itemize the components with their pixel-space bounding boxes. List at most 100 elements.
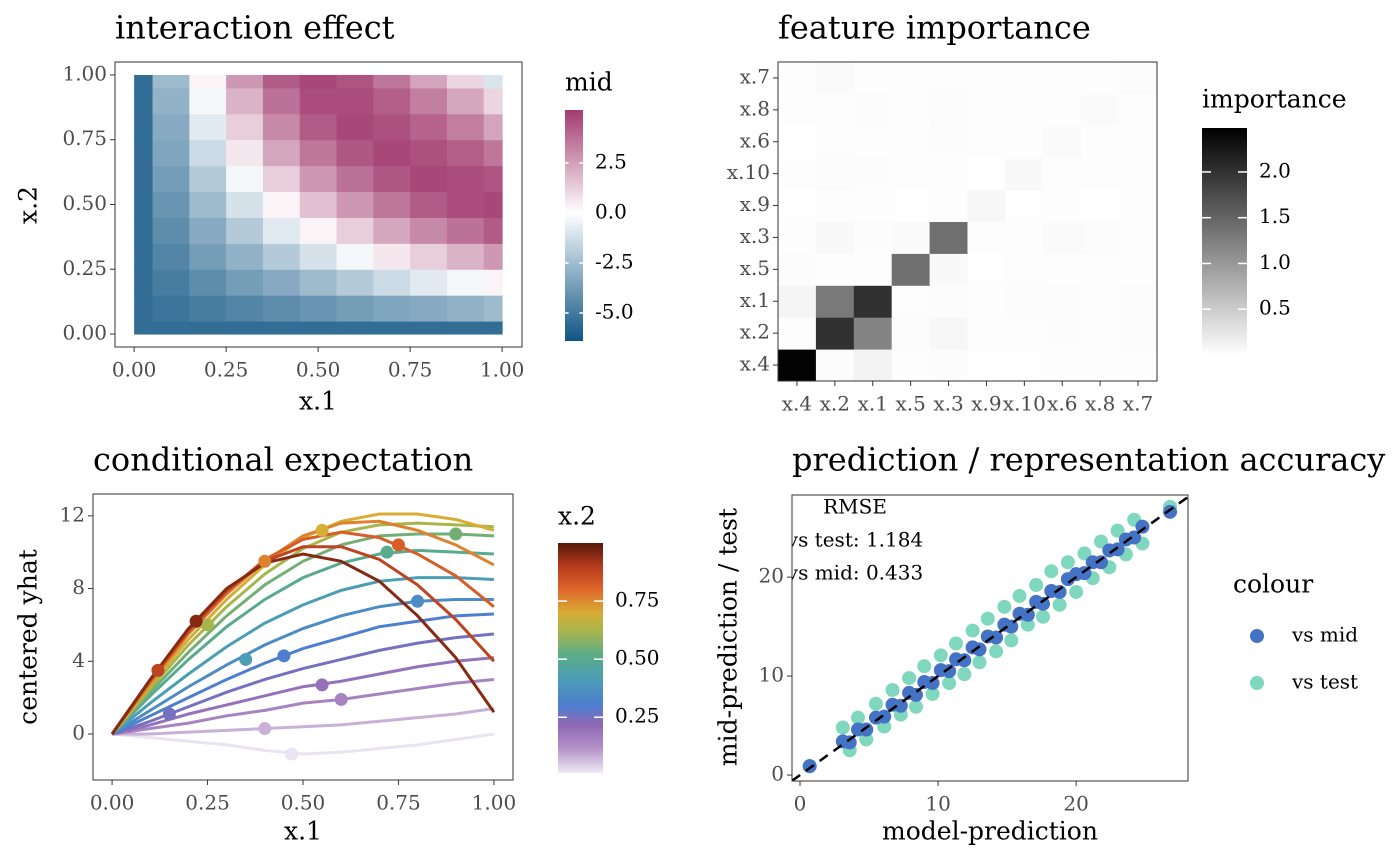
x-tick-label: x.4	[782, 392, 812, 416]
legend-title: x.2	[558, 502, 596, 531]
legend-title: importance	[1202, 85, 1347, 114]
tile	[1005, 62, 1044, 95]
point	[315, 678, 329, 692]
tile	[1119, 125, 1157, 159]
tile	[189, 243, 227, 270]
colorbar-label: 0.25	[615, 704, 660, 728]
point	[942, 676, 957, 691]
tile	[483, 217, 503, 244]
curve	[112, 707, 495, 736]
tile	[815, 62, 855, 95]
tile	[1119, 221, 1157, 254]
tile	[1081, 157, 1120, 191]
x-tick-label: 0.00	[112, 358, 157, 382]
tile	[1043, 317, 1082, 350]
identity-line	[792, 495, 1188, 781]
tile	[929, 285, 968, 318]
tile	[299, 191, 338, 218]
point	[965, 623, 980, 638]
point	[201, 618, 215, 632]
tile	[967, 157, 1006, 191]
curve	[110, 521, 494, 735]
tile	[134, 139, 154, 167]
point	[835, 720, 850, 735]
tile	[853, 62, 893, 95]
colorbar-label: 2.5	[595, 150, 627, 174]
tile	[152, 139, 190, 167]
point	[258, 554, 272, 568]
point	[989, 630, 1004, 645]
point	[277, 649, 291, 663]
tile	[189, 74, 227, 89]
tile	[336, 269, 374, 296]
point	[1135, 519, 1150, 534]
tile	[299, 165, 338, 193]
tile	[967, 93, 1006, 127]
tile	[967, 285, 1006, 318]
point	[842, 735, 857, 750]
tile	[152, 217, 190, 244]
legend-title: colour	[1233, 570, 1313, 599]
tile	[134, 165, 154, 193]
point	[851, 710, 865, 725]
x-tick-label: 10	[925, 792, 950, 816]
point	[917, 659, 932, 674]
tile	[929, 93, 968, 127]
tile	[1081, 285, 1120, 318]
tile	[483, 74, 503, 89]
y-tick-label: x.3	[740, 224, 770, 248]
annotation: RMSE	[823, 495, 887, 519]
tile	[1081, 349, 1120, 381]
tile	[262, 191, 301, 218]
point	[1029, 578, 1044, 593]
tile	[226, 191, 264, 218]
tile	[853, 317, 893, 350]
plot-area	[134, 74, 503, 335]
x-tick-label: 0.75	[388, 358, 433, 382]
tile	[1005, 125, 1044, 159]
point	[449, 527, 463, 541]
tile	[1043, 189, 1082, 222]
x-tick-label: 0.00	[90, 791, 135, 815]
tile	[967, 317, 1006, 350]
tile	[1005, 349, 1044, 381]
point	[151, 663, 165, 677]
tile	[152, 243, 190, 270]
point	[1044, 564, 1059, 579]
tile	[410, 269, 448, 296]
legend-title: mid	[565, 68, 613, 97]
tile	[336, 295, 374, 322]
point	[925, 676, 940, 691]
x-tick-label: 20	[1063, 792, 1088, 816]
tile	[1119, 189, 1157, 222]
tile	[262, 321, 301, 335]
y-tick-label: 10	[759, 663, 784, 687]
tile	[1043, 349, 1082, 381]
legend-label: vs mid	[1291, 623, 1358, 647]
tile	[1043, 93, 1082, 127]
tile	[152, 74, 190, 89]
tile	[226, 269, 264, 296]
point	[859, 732, 874, 747]
legend-swatch	[1250, 629, 1264, 643]
x-tick-label: x.8	[1085, 392, 1115, 416]
tile	[134, 269, 154, 296]
tile	[446, 243, 485, 270]
tile	[1119, 253, 1157, 286]
point	[933, 648, 948, 663]
point	[942, 664, 957, 679]
tile	[226, 165, 264, 193]
y-tick-label: 0.50	[62, 191, 107, 215]
y-tick-label: x.8	[740, 96, 770, 120]
legend-label: vs test	[1291, 670, 1358, 694]
tile	[373, 113, 411, 141]
tile	[446, 217, 485, 244]
y-axis-label: x.2	[14, 186, 43, 224]
tile	[1081, 253, 1120, 286]
tile	[134, 191, 154, 218]
point	[877, 719, 892, 734]
x-tick-label: x.2	[820, 392, 850, 416]
point	[391, 538, 405, 552]
y-tick-label: x.7	[740, 64, 770, 88]
tile	[1043, 125, 1082, 159]
